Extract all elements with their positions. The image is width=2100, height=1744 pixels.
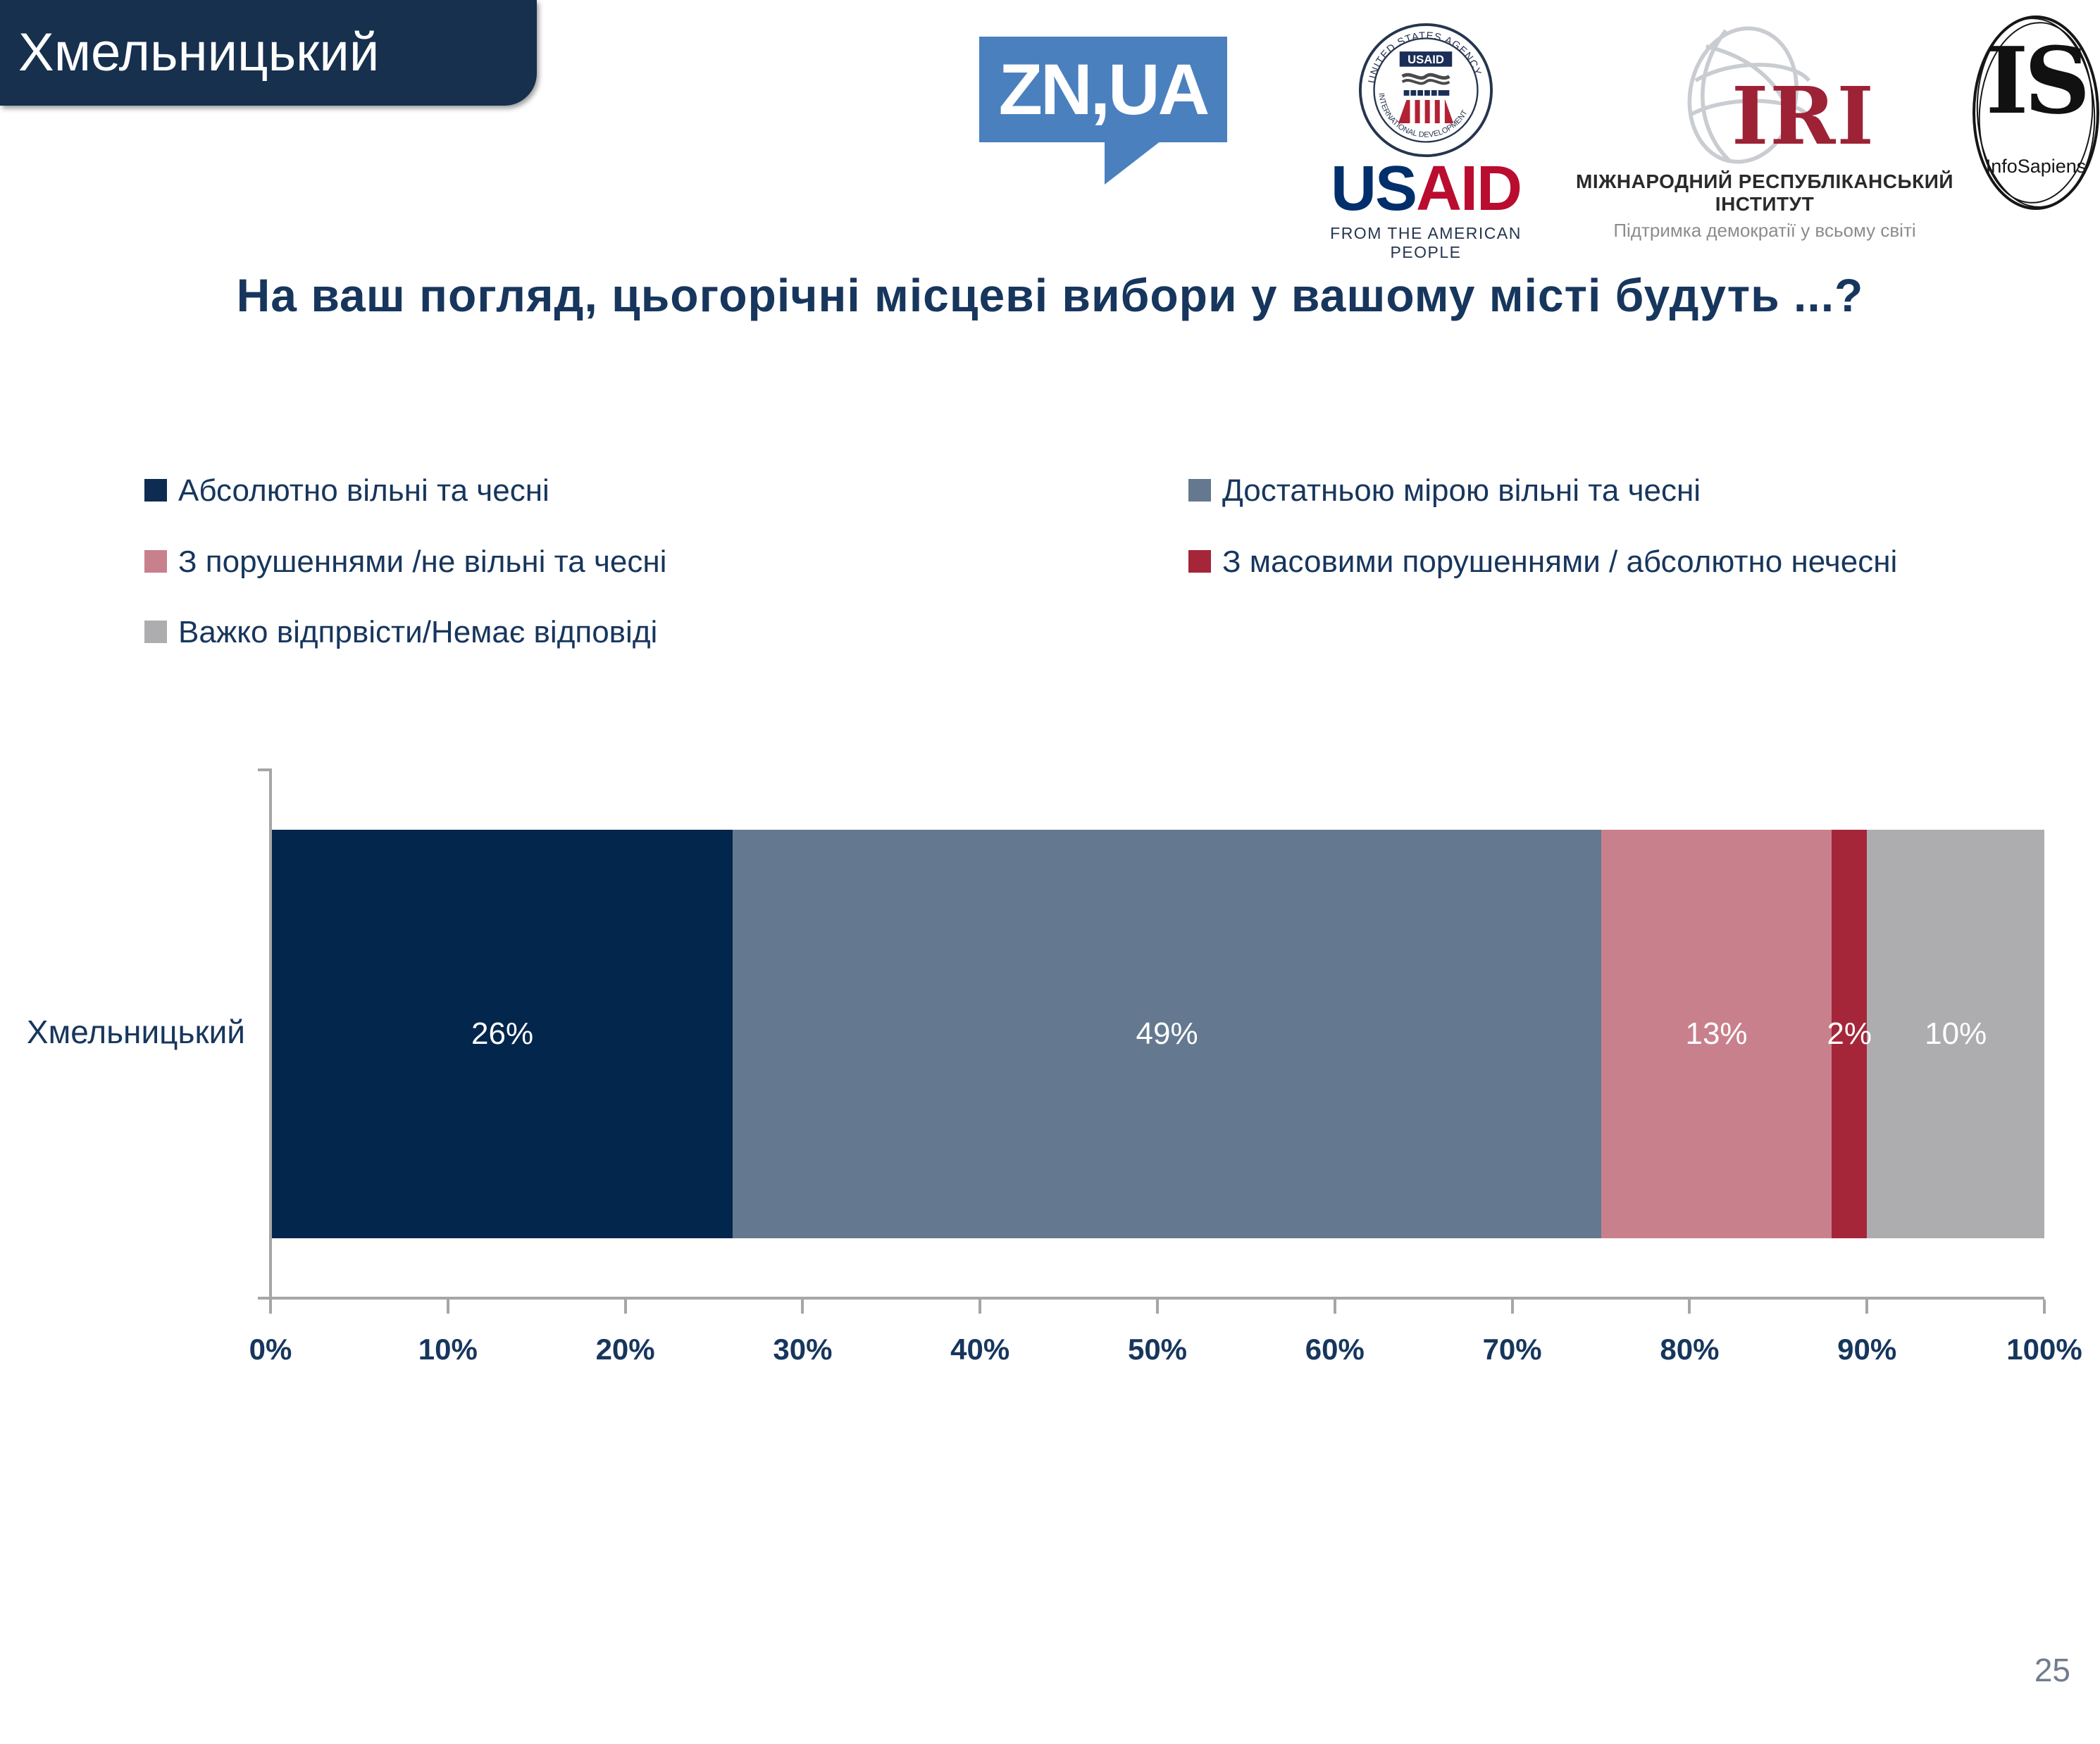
x-tick <box>446 1300 449 1314</box>
x-axis-ticks <box>269 1300 2046 1314</box>
region-banner: Хмельницький <box>0 0 537 106</box>
x-tick-label: 10% <box>418 1333 478 1366</box>
bar-category-label: Хмельницький <box>26 1014 245 1050</box>
legend-swatch-icon <box>1188 479 1211 502</box>
x-tick <box>801 1300 804 1314</box>
bar-segment-2: 49% <box>733 830 1601 1238</box>
x-tick-label: 60% <box>1305 1333 1365 1366</box>
x-tick <box>1156 1300 1159 1314</box>
usaid-tagline: FROM THE AMERICAN PEOPLE <box>1330 223 1522 261</box>
usaid-logo: UNITED STATES AGENCY INTERNATIONAL DEVEL… <box>1305 21 1547 262</box>
bar-segment-value-label: 10% <box>1925 1016 1987 1051</box>
bar-segment-4: 2% <box>1827 830 1872 1238</box>
usaid-wordmark-aid: AID <box>1416 154 1522 224</box>
x-tick-label: 80% <box>1660 1333 1720 1366</box>
legend-item-4: З масовими порушеннями / абсолютно нечес… <box>1188 544 1897 580</box>
stacked-bar: 26% 49% 13% 2% 10% <box>272 830 2044 1238</box>
x-tick-label: 30% <box>773 1333 833 1366</box>
x-tick <box>1333 1300 1336 1314</box>
x-tick <box>2043 1300 2046 1314</box>
x-tick <box>978 1300 982 1314</box>
bar-segment-value-label: 2% <box>1827 1016 1872 1051</box>
znua-logo-text: ZN,UA <box>998 49 1210 130</box>
question-title: На ваш погляд, цьогорічні місцеві вибори… <box>236 269 1864 321</box>
x-tick-label: 50% <box>1127 1333 1188 1366</box>
x-tick-label: 70% <box>1482 1333 1542 1366</box>
x-tick-label: 20% <box>595 1333 655 1366</box>
legend-label: Абсолютно вільні та чесні <box>178 473 549 508</box>
bar-segment-value-label: 49% <box>1136 1016 1198 1051</box>
bar-segment-5: 10% <box>1867 830 2044 1238</box>
x-tick <box>1510 1300 1514 1314</box>
legend-swatch-icon <box>144 549 167 573</box>
bar-segment-1: 26% <box>272 830 733 1238</box>
usaid-seal-label: USAID <box>1408 53 1444 66</box>
x-tick-label: 0% <box>249 1333 292 1366</box>
legend-item-2: Достатньою мірою вільні та чесні <box>1188 473 1897 509</box>
legend-label: Важко відпрвісти/Немає відповіді <box>178 615 658 650</box>
region-banner-label: Хмельницький <box>18 23 380 82</box>
legend-label: З порушеннями /не вільні та чесні <box>178 544 667 579</box>
iri-logo-art: IRI <box>1558 23 1971 168</box>
legend-swatch-icon <box>144 621 167 644</box>
x-tick-label: 40% <box>950 1333 1010 1366</box>
legend-label: Достатньою мірою вільні та чесні <box>1222 473 1701 508</box>
legend-item-5: Важко відпрвісти/Немає відповіді <box>144 615 1188 651</box>
bar-segment-value-label: 26% <box>471 1016 534 1051</box>
legend: Абсолютно вільні та чесні Достатньою міро… <box>144 473 1897 651</box>
y-axis-top-tick <box>258 768 272 771</box>
iri-acronym: IRI <box>1732 70 1875 163</box>
x-tick <box>269 1300 272 1314</box>
page-number: 25 <box>2034 1652 2070 1688</box>
bar-segment-value-label: 13% <box>1685 1016 1748 1051</box>
infosapiens-name: InfoSapiens <box>1985 156 2087 177</box>
x-tick-label: 90% <box>1837 1333 1897 1366</box>
znua-logo: ZN,UA <box>979 37 1227 185</box>
x-tick-label: 100% <box>2006 1333 2082 1366</box>
infosapiens-acronym: IS <box>1985 27 2091 135</box>
iri-tagline: Підтримка демократії у всьому світі <box>1613 220 1916 241</box>
x-axis-line <box>258 1297 2044 1300</box>
x-tick <box>1865 1300 1869 1314</box>
legend-swatch-icon <box>144 479 167 502</box>
x-tick <box>1688 1300 1691 1314</box>
usaid-wordmark-us: US <box>1330 154 1417 224</box>
iri-globe-icon <box>1687 26 1811 164</box>
legend-item-3: З порушеннями /не вільні та чесні <box>144 544 1188 580</box>
x-tick <box>623 1300 627 1314</box>
usaid-seal-icon: UNITED STATES AGENCY INTERNATIONAL DEVEL… <box>1358 23 1493 158</box>
legend-label: З масовими порушеннями / абсолютно нечес… <box>1222 544 1898 579</box>
iri-logo: IRI МІЖНАРОДНИЙ РЕСПУБЛІКАНСЬКИЙ ІНСТИТУ… <box>1558 23 1971 242</box>
bar-segment-3: 13% <box>1601 830 1832 1238</box>
usaid-wordmark: USAID <box>1305 157 1547 220</box>
legend-swatch-icon <box>1188 549 1211 573</box>
x-axis-labels: 0% 10% 20% 30% 40% 50% 60% 70% 80% 90% 100% <box>249 1333 2082 1375</box>
legend-item-1: Абсолютно вільні та чесні <box>144 473 1188 509</box>
iri-name-line: МІЖНАРОДНИЙ РЕСПУБЛІКАНСЬКИЙ ІНСТИТУТ <box>1576 170 1953 215</box>
y-axis-line <box>269 770 272 1313</box>
infosapiens-logo: IS InfoSapiens <box>1972 15 2099 210</box>
infosapiens-ring-icon <box>1972 15 2099 210</box>
